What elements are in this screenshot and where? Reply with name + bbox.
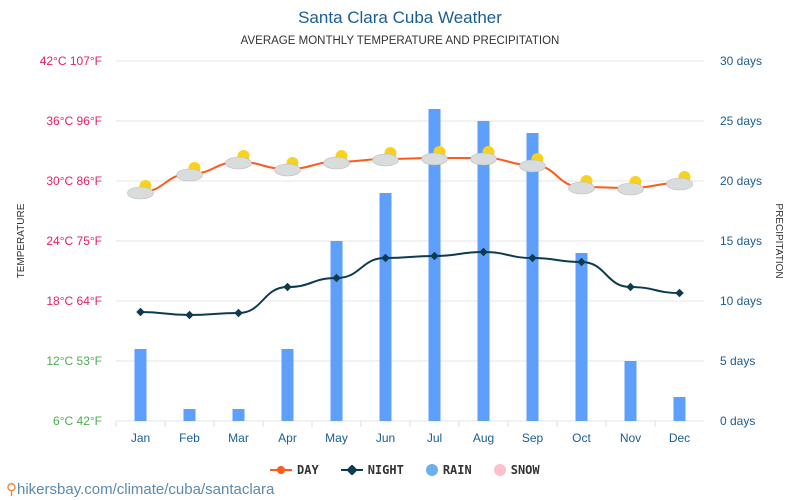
rain-bar (330, 241, 343, 421)
left-tick-label: 36°C 96°F (46, 114, 102, 128)
night-point (332, 273, 341, 283)
x-tick-label: Jan (131, 431, 150, 445)
x-tick-label: Jul (427, 431, 442, 445)
night-point (185, 310, 194, 320)
cloud-icon (372, 153, 399, 167)
legend-rain[interactable]: RAIN (425, 463, 472, 477)
x-tick-label: Sep (522, 431, 544, 445)
night-point (626, 282, 635, 292)
rain-bar (281, 349, 294, 421)
legend-night[interactable]: NIGHT (340, 463, 404, 477)
right-tick-label: 0 days (720, 414, 755, 428)
rain-bar (477, 121, 490, 421)
cloud-icon (323, 156, 350, 170)
left-axis-label: TEMPERATURE (16, 203, 27, 278)
chart: 6°C 42°F 0 days 12°C 53°F 5 days 18°C 64°F 10… (16, 54, 784, 445)
legend-day[interactable]: DAY (270, 463, 319, 477)
cloud-icon (519, 159, 546, 173)
x-tick-label: May (325, 431, 348, 445)
rain-bar (575, 253, 588, 421)
location-pin-icon: ⚲ (6, 481, 17, 498)
rain-bar (183, 409, 196, 421)
rain-bar (673, 397, 686, 421)
chart-title: Santa Clara Cuba Weather (298, 8, 502, 27)
cloud-icon (421, 152, 448, 166)
rain-bar (624, 361, 637, 421)
cloud-icon (617, 182, 644, 196)
night-point (479, 247, 488, 257)
night-point (283, 282, 292, 292)
x-tick-label: Apr (278, 431, 297, 445)
rain-bar (526, 133, 539, 421)
day-line (140, 157, 680, 193)
night-point (577, 257, 586, 267)
x-tick-label: Jun (376, 431, 395, 445)
night-point (430, 251, 439, 261)
left-tick-label: 30°C 86°F (46, 174, 102, 188)
legend-snow[interactable]: SNOW (493, 463, 540, 477)
right-tick-label: 10 days (720, 294, 762, 308)
rain-bar (428, 109, 441, 421)
cloud-icon (666, 177, 693, 191)
right-axis-label: PRECIPITATION (773, 203, 784, 278)
cloud-icon (274, 163, 301, 177)
cloud-icon (127, 186, 154, 200)
right-tick-label: 25 days (720, 114, 762, 128)
cloud-icon (225, 156, 252, 170)
cloud-icon (176, 168, 203, 182)
rain-bar (232, 409, 245, 421)
right-tick-label: 15 days (720, 234, 762, 248)
source-link[interactable]: ⚲hikersbay.com/climate/cuba/santaclara (6, 481, 275, 498)
x-tick-label: Feb (179, 431, 200, 445)
right-tick-label: 5 days (720, 354, 755, 368)
right-tick-label: 30 days (720, 54, 762, 68)
left-tick-label: 42°C 107°F (40, 54, 102, 68)
night-point (136, 307, 145, 317)
night-line (140, 250, 680, 317)
left-tick-label: 18°C 64°F (46, 294, 102, 308)
x-tick-label: Mar (228, 431, 249, 445)
left-tick-label: 24°C 75°F (46, 234, 102, 248)
left-tick-label: 6°C 42°F (53, 414, 102, 428)
x-tick-label: Nov (620, 431, 641, 445)
left-tick-label: 12°C 53°F (46, 354, 102, 368)
x-tick-label: Dec (669, 431, 690, 445)
rain-bar (379, 193, 392, 421)
night-point (675, 288, 684, 298)
cloud-icon (470, 152, 497, 166)
chart-subtitle: AVERAGE MONTHLY TEMPERATURE AND PRECIPIT… (240, 35, 560, 47)
night-point (381, 253, 390, 263)
x-tick-label: Aug (473, 431, 494, 445)
rain-bar (134, 349, 147, 421)
cloud-icon (568, 181, 595, 195)
night-point (234, 308, 243, 318)
right-tick-label: 20 days (720, 174, 762, 188)
legend: DAY NIGHT RAIN SNOW (270, 463, 540, 477)
x-tick-label: Oct (572, 431, 591, 445)
